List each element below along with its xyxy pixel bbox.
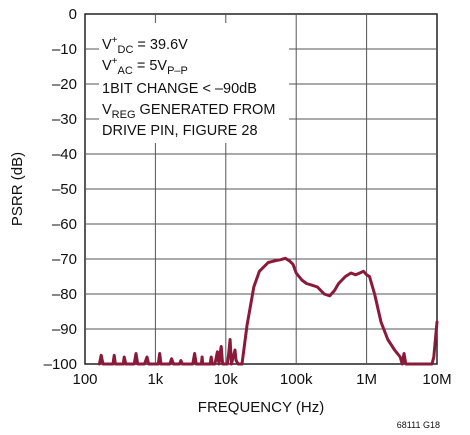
x-tick-label: 100 bbox=[72, 371, 97, 388]
y-tick-label: –20 bbox=[52, 76, 77, 93]
y-tick-label: –100 bbox=[44, 356, 77, 373]
x-tick-labels: 100 1k 10k 100k 1M 10M bbox=[72, 371, 451, 388]
y-axis-label: PSRR (dB) bbox=[9, 152, 26, 226]
psrr-series-line bbox=[97, 256, 439, 366]
y-tick-label: –30 bbox=[52, 111, 77, 128]
annotation-line-5: DRIVE PIN, FIGURE 28 bbox=[102, 123, 258, 139]
y-tick-labels: 0 –10 –20 –30 –40 –50 –60 –70 –80 –90 –100 bbox=[44, 6, 77, 373]
annotation-line-2: V+AC = 5VP–P bbox=[102, 56, 188, 77]
figure-id: 68111 G18 bbox=[397, 420, 440, 430]
y-tick-label: –70 bbox=[52, 251, 77, 268]
y-tick-label: 0 bbox=[69, 6, 77, 23]
x-tick-label: 100k bbox=[280, 371, 313, 388]
x-axis-label: FREQUENCY (Hz) bbox=[198, 399, 324, 416]
y-tick-label: –60 bbox=[52, 216, 77, 233]
test-conditions-annotation: V+DC = 39.6V V+AC = 5VP–P 1BIT CHANGE < … bbox=[99, 23, 289, 143]
y-tick-label: –40 bbox=[52, 146, 77, 163]
y-tick-label: –90 bbox=[52, 321, 77, 338]
annotation-line-3: 1BIT CHANGE < –90dB bbox=[102, 81, 257, 97]
annotation-line-4: VREG GENERATED FROM bbox=[102, 102, 275, 121]
annotation-line-1: V+DC = 39.6V bbox=[102, 35, 188, 56]
x-tick-label: 10M bbox=[422, 371, 451, 388]
x-tick-label: 10k bbox=[214, 371, 239, 388]
y-tick-label: –80 bbox=[52, 286, 77, 303]
y-tick-label: –50 bbox=[52, 181, 77, 198]
y-tick-label: –10 bbox=[52, 41, 77, 58]
series-group bbox=[97, 256, 439, 366]
x-tick-label: 1k bbox=[147, 371, 163, 388]
x-tick-label: 1M bbox=[356, 371, 377, 388]
annotation-background bbox=[99, 23, 289, 143]
